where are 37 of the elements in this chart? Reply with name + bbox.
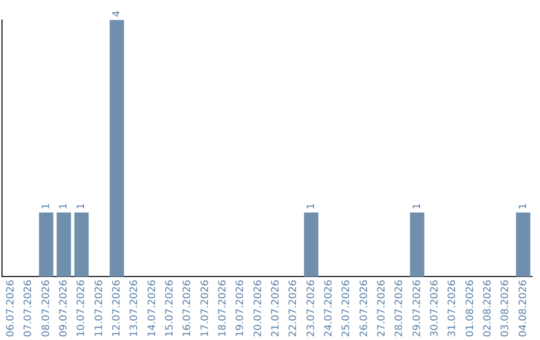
x-tick-label: 20.07.2026 bbox=[252, 280, 264, 338]
data-label: 1 bbox=[40, 203, 52, 210]
x-tick-label: 11.07.2026 bbox=[94, 280, 105, 338]
x-tick-label: 22.07.2026 bbox=[288, 280, 300, 338]
data-label: 1 bbox=[76, 203, 88, 210]
x-tick-label: 30.07.2026 bbox=[429, 280, 440, 338]
x-tick-label: 02.08.2026 bbox=[482, 280, 494, 338]
x-tick-label: 04.08.2026 bbox=[518, 280, 529, 338]
data-label: 4 bbox=[111, 10, 122, 17]
x-tick-label: 23.07.2026 bbox=[306, 280, 317, 338]
x-tick-label: 03.08.2026 bbox=[500, 280, 512, 338]
x-tick-label: 01.08.2026 bbox=[464, 280, 476, 338]
x-tick-label: 14.07.2026 bbox=[146, 280, 158, 338]
x-tick-label: 15.07.2026 bbox=[164, 280, 176, 338]
x-tick-label: 17.07.2026 bbox=[200, 280, 211, 338]
data-label: 1 bbox=[306, 203, 317, 210]
x-tick-label: 08.07.2026 bbox=[40, 280, 52, 338]
x-tick-label: 29.07.2026 bbox=[412, 280, 423, 338]
x-tick-label: 28.07.2026 bbox=[394, 280, 406, 338]
x-tick-label: 07.07.2026 bbox=[23, 280, 34, 338]
data-label: 1 bbox=[518, 203, 529, 210]
x-tick-label: 21.07.2026 bbox=[270, 280, 282, 338]
x-tick-label: 18.07.2026 bbox=[217, 280, 228, 338]
x-tick-label: 09.07.2026 bbox=[58, 280, 70, 338]
x-tick-label: 06.07.2026 bbox=[5, 280, 16, 338]
x-tick-label: 27.07.2026 bbox=[376, 280, 388, 338]
x-tick-label: 31.07.2026 bbox=[447, 280, 458, 338]
x-tick-label: 10.07.2026 bbox=[76, 280, 88, 338]
x-tick-label: 25.07.2026 bbox=[341, 280, 352, 338]
x-tick-label: 13.07.2026 bbox=[129, 280, 140, 338]
x-tick-label: 24.07.2026 bbox=[323, 280, 334, 338]
data-label: 1 bbox=[412, 203, 423, 210]
x-tick-label: 12.07.2026 bbox=[111, 280, 122, 338]
x-tick-label: 26.07.2026 bbox=[358, 280, 370, 338]
x-tick-label: 16.07.2026 bbox=[182, 280, 194, 338]
data-label: 1 bbox=[58, 203, 70, 210]
x-tick-label: 19.07.2026 bbox=[235, 280, 246, 338]
